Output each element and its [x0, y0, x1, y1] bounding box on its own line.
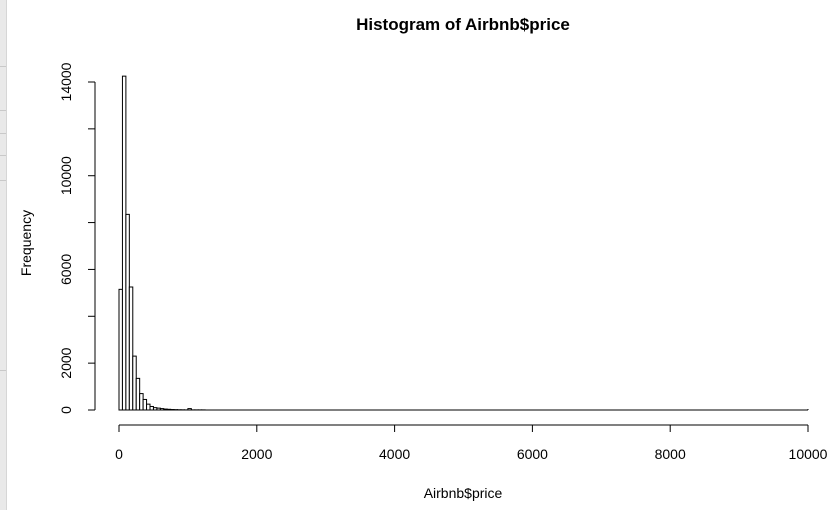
x-axis-label: Airbnb$price: [424, 485, 503, 501]
x-tick-label: 8000: [655, 446, 686, 462]
histogram-bar: [142, 398, 148, 411]
histogram-bar: [166, 408, 172, 411]
bars-group: [118, 75, 809, 411]
histogram-bar: [121, 75, 127, 411]
y-axis: 0 2000 6000 10000 14000: [58, 62, 96, 414]
window-edge: [0, 0, 7, 510]
x-tick-label: 0: [115, 446, 123, 462]
histogram-bar: [125, 213, 130, 411]
x-tick-label: 10000: [789, 446, 828, 462]
histogram-bar: [135, 377, 141, 411]
y-tick-label: 0: [58, 406, 74, 414]
y-tick-label: 14000: [58, 62, 74, 101]
y-tick-label: 10000: [58, 156, 74, 195]
chart-title: Histogram of Airbnb$price: [356, 15, 570, 34]
y-axis-label: Frequency: [18, 210, 34, 276]
histogram-bar: [156, 407, 161, 411]
x-tick-label: 2000: [241, 446, 272, 462]
y-tick-label: 2000: [58, 347, 74, 378]
histogram-bar: [149, 405, 154, 411]
histogram-bar: [132, 355, 137, 411]
histogram-bar: [139, 393, 144, 411]
x-axis: 0 2000 4000 6000 8000 10000: [115, 424, 828, 462]
histogram-bar: [152, 407, 158, 411]
histogram-bar: [128, 286, 134, 411]
x-tick-label: 6000: [517, 446, 548, 462]
histogram-bar: [118, 288, 123, 411]
histogram-bar: [146, 403, 151, 411]
histogram-bar: [159, 408, 165, 411]
histogram-bar: [163, 408, 168, 411]
y-tick-label: 6000: [58, 254, 74, 285]
histogram-bar: [187, 408, 192, 411]
x-tick-label: 4000: [379, 446, 410, 462]
